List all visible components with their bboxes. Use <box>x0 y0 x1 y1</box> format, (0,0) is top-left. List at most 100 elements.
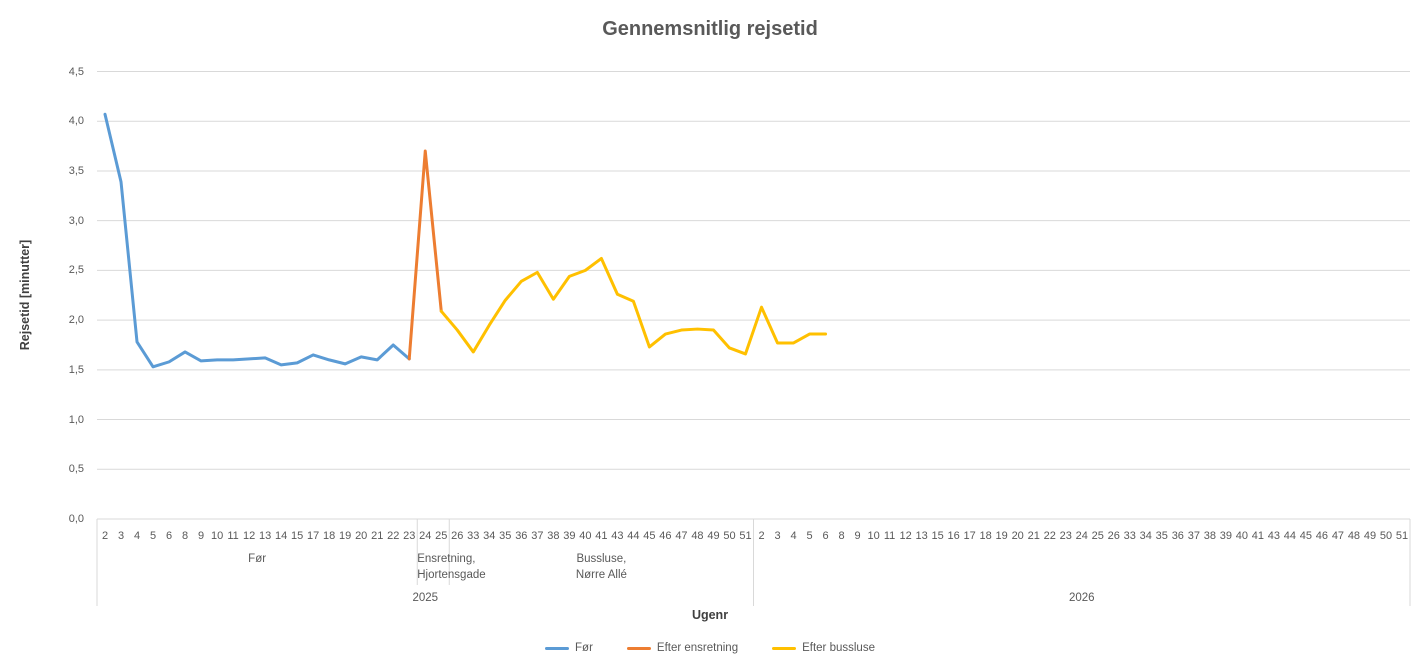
x-tick-label: 6 <box>165 530 173 542</box>
y-tick-label: 4,5 <box>68 65 84 78</box>
x-tick-label: 51 <box>1395 530 1409 542</box>
x-tick-label: 50 <box>723 530 736 542</box>
x-tick-label: 25 <box>1091 530 1104 542</box>
legend-entry: Efter ensretning <box>626 642 739 654</box>
legend: Før Efter ensretning Efter bussluse <box>0 642 1420 654</box>
x-tick-label: 41 <box>1251 530 1264 542</box>
x-tick-label: 40 <box>1235 530 1248 542</box>
x-tick-label: 45 <box>1299 530 1313 542</box>
x-tick-label: 18 <box>323 530 336 542</box>
x-tick-label: 19 <box>995 530 1008 542</box>
x-tick-label: 11 <box>227 530 239 542</box>
x-tick-label: 5 <box>149 530 157 542</box>
x-tick-label: 3 <box>774 530 781 542</box>
x-tick-label: 18 <box>979 530 992 542</box>
x-tick-label: 2 <box>101 530 109 542</box>
x-tick-label: 38 <box>547 530 560 542</box>
series-line-efter-bussluse <box>439 256 828 356</box>
x-tick-label: 9 <box>198 530 205 542</box>
x-tick-label: 47 <box>675 530 688 542</box>
x-tick-label: 49 <box>1363 530 1377 542</box>
x-axis-title: Ugenr <box>691 608 729 622</box>
x-tick-label: 26 <box>451 530 464 542</box>
group-label-line: Hjortensgade <box>417 568 486 581</box>
x-tick-label: 22 <box>1043 530 1056 542</box>
y-tick-label: 3,5 <box>68 164 84 177</box>
x-tick-label: 37 <box>531 530 544 542</box>
x-tick-label: 4 <box>133 530 141 542</box>
x-tick-label: 20 <box>1011 530 1024 542</box>
x-tick-label: 46 <box>1315 530 1329 542</box>
legend-line-swatch <box>626 646 651 650</box>
x-tick-label: 51 <box>739 530 752 542</box>
y-tick-label: 4,0 <box>68 115 84 128</box>
group-label: Før <box>97 552 417 568</box>
y-tick-label: 0,5 <box>68 463 84 476</box>
y-tick-label: 1,0 <box>68 413 84 426</box>
x-tick-label: 43 <box>611 530 624 542</box>
y-tick-label: 0,0 <box>68 513 84 525</box>
x-tick-label: 34 <box>1139 530 1152 542</box>
series-line-f-r <box>103 112 411 369</box>
x-tick-label: 25 <box>435 530 448 542</box>
x-tick-label: 14 <box>275 530 288 542</box>
group-label: Bussluse, Nørre Allé <box>449 552 753 583</box>
series-line-efter-ensretning <box>407 149 443 361</box>
x-tick-label: 13 <box>915 530 928 542</box>
x-tick-label: 36 <box>1171 530 1184 542</box>
group-label: Ensretning, Hjortensgade <box>417 552 486 583</box>
x-tick-label: 26 <box>1107 530 1120 542</box>
legend-line-swatch <box>545 646 570 650</box>
year-label: 2026 <box>1068 592 1095 604</box>
y-tick-label: 1,5 <box>68 363 84 376</box>
x-tick-label: 47 <box>1331 530 1345 542</box>
x-tick-label: 39 <box>1219 530 1232 542</box>
x-tick-label: 46 <box>659 530 672 542</box>
x-tick-label: 43 <box>1267 530 1280 542</box>
x-tick-label: 23 <box>1059 530 1072 542</box>
x-tick-label: 36 <box>515 530 528 542</box>
x-tick-label: 15 <box>931 530 944 542</box>
x-tick-label: 21 <box>371 530 384 542</box>
x-tick-label: 37 <box>1187 530 1200 542</box>
x-tick-label: 15 <box>291 530 304 542</box>
x-tick-label: 17 <box>307 530 320 542</box>
x-tick-label: 4 <box>790 530 797 542</box>
x-tick-label: 34 <box>483 530 496 542</box>
x-tick-label: 6 <box>822 530 829 542</box>
group-label-line: Bussluse, <box>576 553 627 565</box>
x-tick-label: 35 <box>499 530 512 542</box>
x-tick-label: 17 <box>963 530 976 542</box>
x-tick-label: 38 <box>1203 530 1216 542</box>
x-tick-label: 10 <box>210 530 224 542</box>
x-tick-label: 12 <box>899 530 912 542</box>
x-tick-label: 3 <box>117 530 125 542</box>
x-tick-label: 24 <box>419 530 432 542</box>
legend-label: Før <box>575 642 593 654</box>
x-tick-label: 39 <box>563 530 576 542</box>
x-tick-label: 24 <box>1075 530 1088 542</box>
x-tick-label: 50 <box>1379 530 1393 542</box>
x-tick-label: 19 <box>339 530 352 542</box>
x-tick-label: 44 <box>1283 530 1297 542</box>
x-tick-label: 40 <box>579 530 592 542</box>
x-tick-label: 10 <box>867 530 880 542</box>
legend-entry: Før <box>545 642 593 654</box>
legend-entry: Efter bussluse <box>772 642 875 654</box>
x-tick-label: 8 <box>181 530 189 542</box>
x-tick-label: 2 <box>758 530 765 542</box>
y-tick-label: 2,5 <box>68 264 84 277</box>
x-tick-label: 49 <box>707 530 720 542</box>
group-label-line: Før <box>248 553 267 565</box>
y-tick-label: 2,0 <box>68 314 84 327</box>
x-tick-label: 33 <box>467 530 480 542</box>
legend-label: Efter bussluse <box>802 642 875 654</box>
x-tick-label: 23 <box>403 530 416 542</box>
x-tick-label: 11 <box>883 530 896 542</box>
legend-label: Efter ensretning <box>656 642 739 654</box>
x-tick-label: 8 <box>838 530 845 542</box>
x-tick-label: 9 <box>854 530 861 542</box>
x-tick-label: 48 <box>1347 530 1361 542</box>
